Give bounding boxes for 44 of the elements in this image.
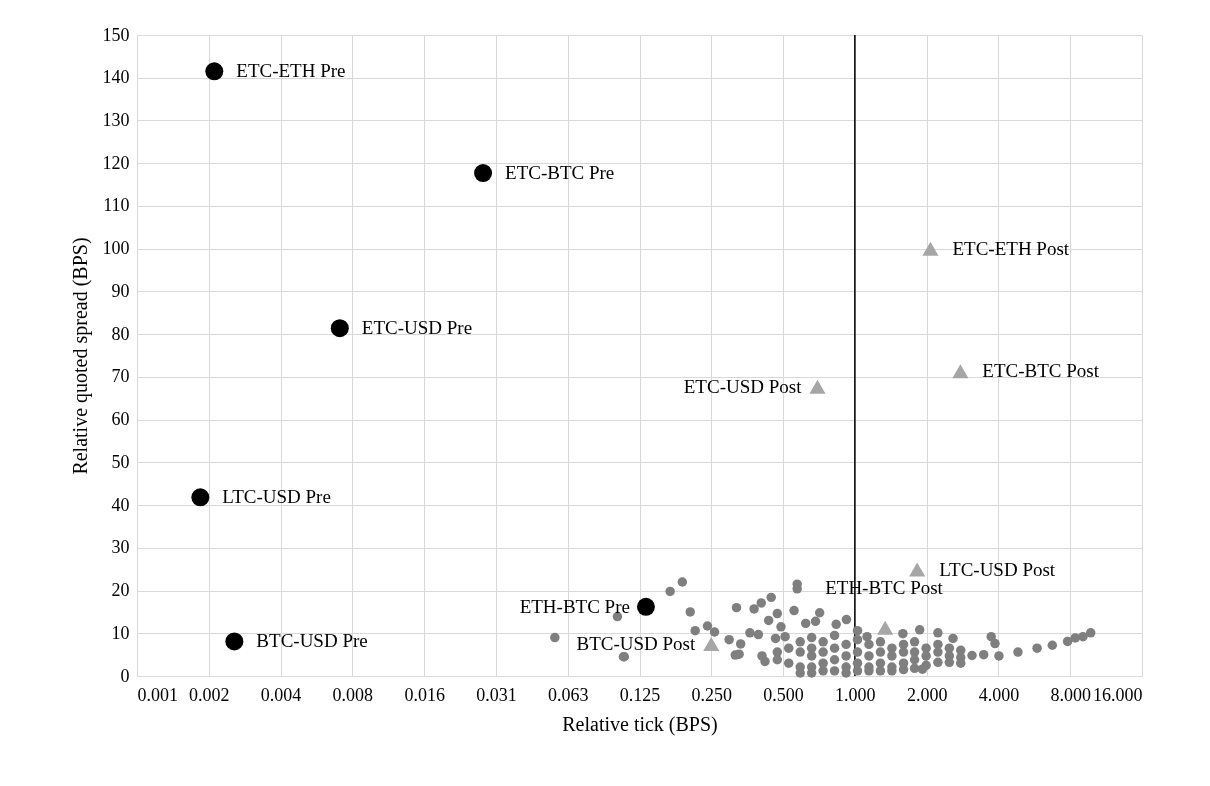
y-tick-label: 0 <box>120 665 130 686</box>
x-tick-label: 0.250 <box>691 684 733 705</box>
y-tick-label: 80 <box>111 323 130 344</box>
y-tick-label: 60 <box>111 409 130 430</box>
x-tick-label: 2.000 <box>906 684 948 705</box>
annotation: ETC-BTC Pre <box>505 162 615 184</box>
x-tick-label: 0.016 <box>404 684 445 705</box>
annotation: ETC-USD Post <box>683 375 803 397</box>
x-tick-label: 0.063 <box>547 684 589 705</box>
annotation: LTC-USD Post <box>939 558 1056 580</box>
annotation: ETC-USD Pre <box>361 317 473 339</box>
y-tick-label: 100 <box>102 238 130 259</box>
annotation: BTC-USD Post <box>576 632 696 654</box>
annotation: ETC-BTC Post <box>982 360 1100 382</box>
annotation: BTC-USD Pre <box>256 630 368 652</box>
y-tick-label: 130 <box>102 109 130 130</box>
x-tick-label: 0.500 <box>763 684 804 705</box>
y-tick-label: 150 <box>102 24 130 45</box>
annotation: LTC-USD Pre <box>222 486 331 508</box>
y-axis-title: Relative quoted spread (BPS) <box>68 237 92 475</box>
y-tick-label: 70 <box>111 366 130 387</box>
y-tick-label: 50 <box>111 451 130 472</box>
y-tick-label: 10 <box>111 622 130 643</box>
x-axis-title: Relative tick (BPS) <box>562 712 718 736</box>
annotation: ETC-ETH Post <box>952 237 1070 259</box>
y-tick-label: 120 <box>102 152 130 173</box>
x-tick-label: 8.000 <box>1050 684 1091 705</box>
x-tick-label: 16.000 <box>1093 684 1143 705</box>
x-tick-label: 0.031 <box>476 684 517 705</box>
x-tick-label: 1.000 <box>835 684 876 705</box>
y-tick-label: 40 <box>111 494 130 515</box>
y-tick-label: 110 <box>103 195 130 216</box>
x-tick-label: 0.125 <box>619 684 661 705</box>
x-tick-label: 0.002 <box>189 684 230 705</box>
annotation: ETC-ETH Pre <box>236 60 346 82</box>
x-tick-label: 0.008 <box>332 684 374 705</box>
y-tick-label: 140 <box>102 67 130 88</box>
y-tick-label: 30 <box>111 537 130 558</box>
y-tick-label: 90 <box>111 280 130 301</box>
x-tick-label: 4.000 <box>978 684 1020 705</box>
annotation: ETH-BTC Pre <box>519 595 630 617</box>
x-tick-label: 0.004 <box>260 684 302 705</box>
x-tick-label: 0.001 <box>137 684 178 705</box>
y-tick-label: 20 <box>111 580 130 601</box>
